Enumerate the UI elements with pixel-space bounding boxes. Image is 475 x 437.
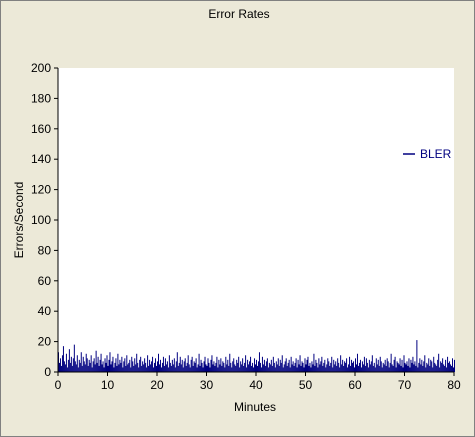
y-tick-label: 160 [31, 122, 51, 136]
x-tick-label: 0 [55, 378, 62, 392]
x-tick-label: 50 [299, 378, 313, 392]
legend: BLER [403, 147, 452, 161]
y-tick-label: 140 [31, 152, 51, 166]
x-axis-title: Minutes [234, 400, 276, 414]
bler-series [58, 340, 455, 372]
x-tick-label: 70 [398, 378, 412, 392]
x-tick-label: 30 [200, 378, 214, 392]
y-tick-label: 0 [44, 365, 51, 379]
x-tick-label: 10 [101, 378, 115, 392]
legend-label-bler: BLER [420, 147, 452, 161]
x-tick-label: 20 [150, 378, 164, 392]
y-tick-label: 120 [31, 183, 51, 197]
y-tick-label: 60 [38, 274, 52, 288]
y-ticks: 0 20 40 60 80 100 120 140 160 180 200 [31, 61, 58, 379]
y-axis-title: Errors/Second [12, 182, 26, 259]
y-tick-label: 40 [38, 304, 52, 318]
y-tick-label: 20 [38, 335, 52, 349]
x-tick-label: 80 [447, 378, 461, 392]
y-tick-label: 80 [38, 243, 52, 257]
y-tick-label: 200 [31, 61, 51, 75]
y-tick-label: 100 [31, 213, 51, 227]
chart-title: Error Rates [208, 7, 269, 21]
x-tick-label: 40 [249, 378, 263, 392]
x-tick-label: 60 [348, 378, 362, 392]
y-tick-label: 180 [31, 91, 51, 105]
x-ticks: 0 10 20 30 40 50 60 70 80 [55, 372, 461, 392]
plot-area [58, 68, 454, 372]
